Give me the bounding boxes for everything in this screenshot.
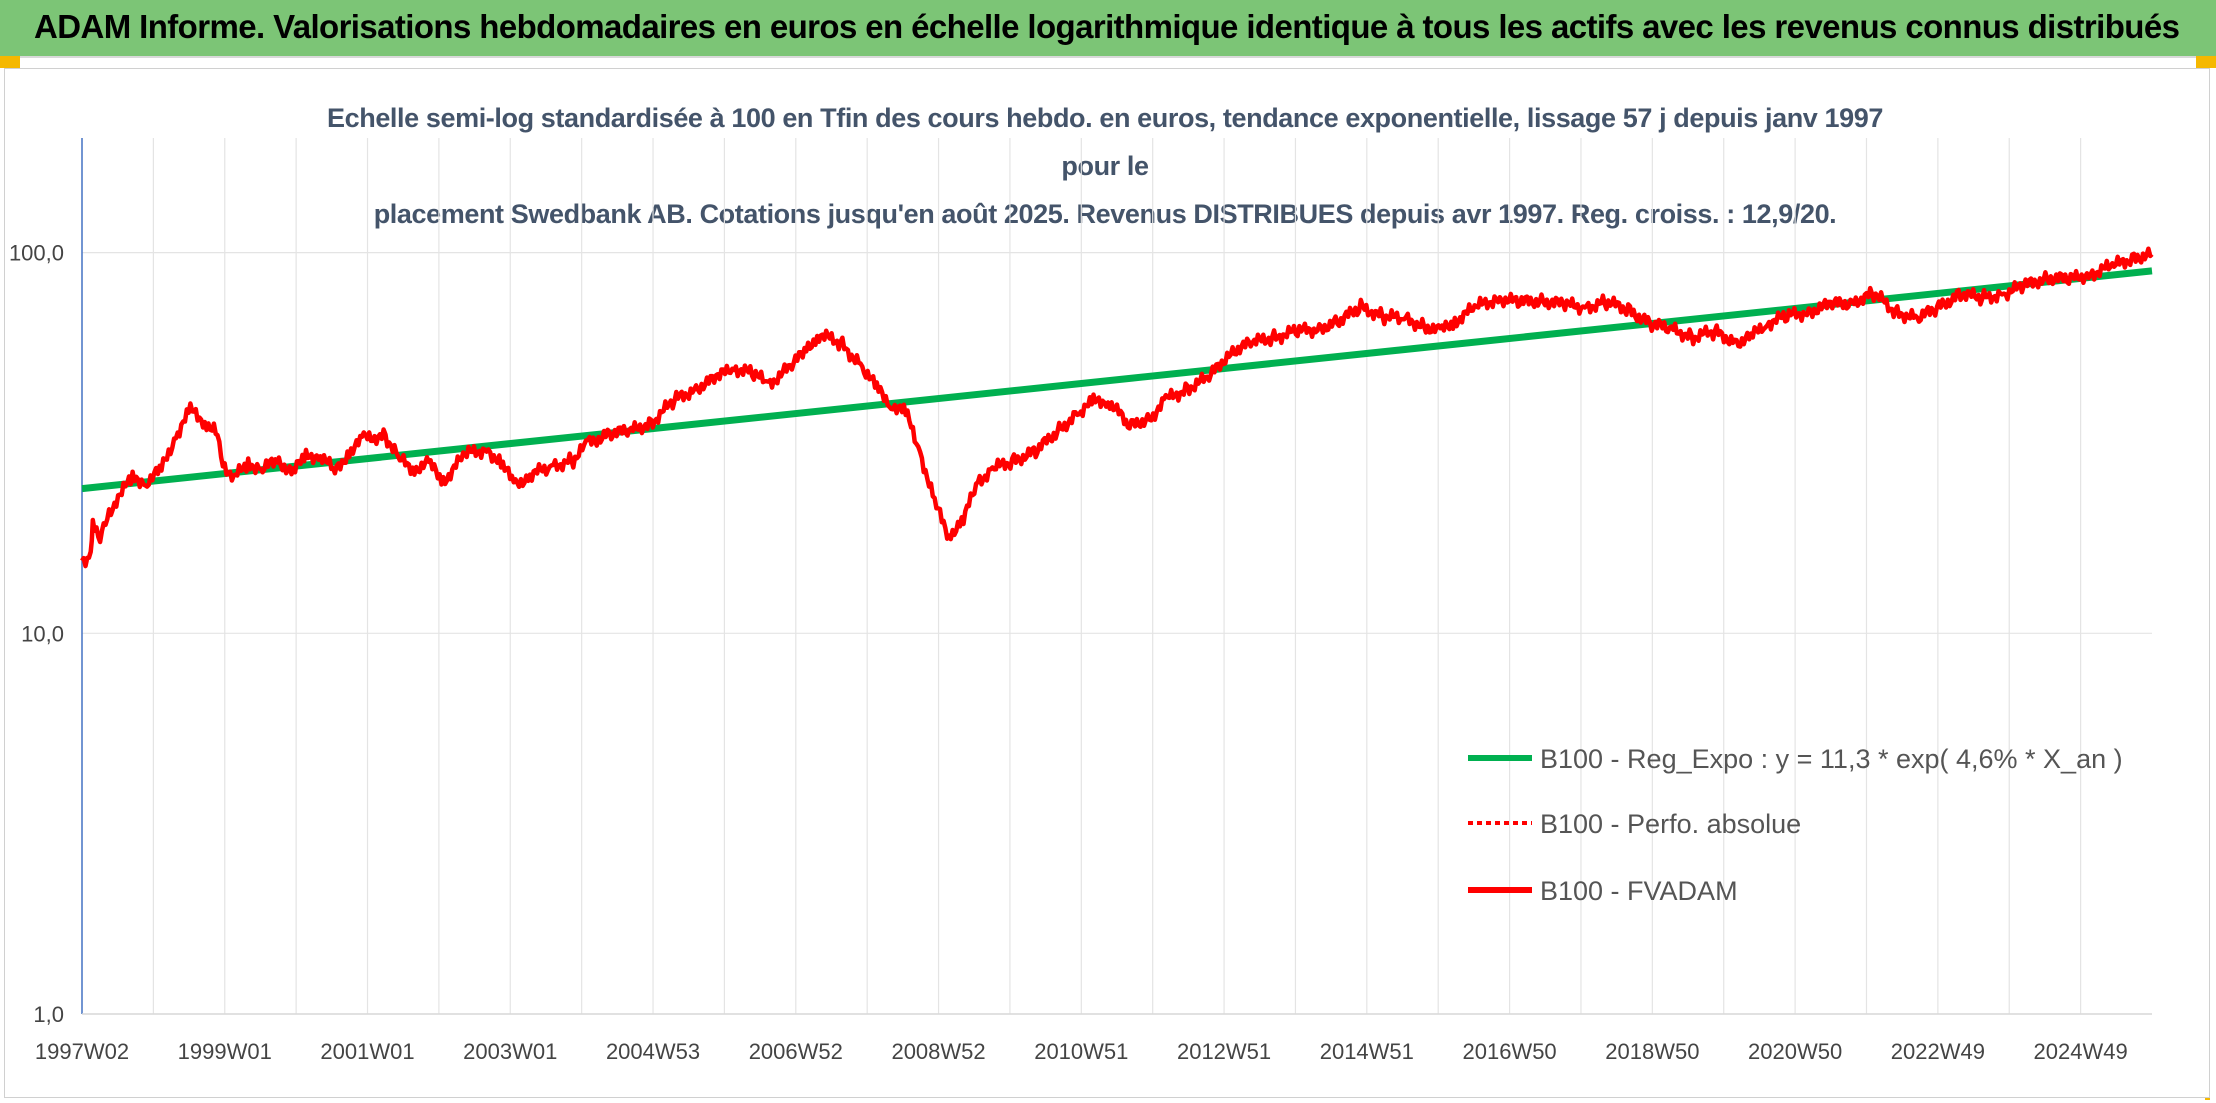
- x-tick-label: 2018W50: [1605, 1039, 1699, 1064]
- x-tick-label: 2006W52: [749, 1039, 843, 1064]
- x-tick-label: 2016W50: [1462, 1039, 1556, 1064]
- chart-subtitle: Echelle semi-log standardisée à 100 en T…: [300, 94, 1910, 238]
- x-tick-label: 2022W49: [1891, 1039, 1985, 1064]
- vertical-gridlines: [152, 138, 2082, 1014]
- legend-label: B100 - Reg_Expo : y = 11,3 * exp( 4,6% *…: [1540, 744, 2123, 774]
- report-title: ADAM Informe. Valorisations hebdomadaire…: [34, 8, 2180, 45]
- y-tick-labels: 1,0 10,0 100,0: [9, 241, 64, 1027]
- chart-legend: B100 - Reg_Expo : y = 11,3 * exp( 4,6% *…: [1468, 744, 2123, 906]
- series-line-fvadam: [80, 246, 2154, 569]
- chart-subtitle-line2: placement Swedbank AB. Cotations jusqu'e…: [373, 199, 1837, 229]
- chart-panel: [4, 68, 2210, 1098]
- x-tick-label: 2012W51: [1177, 1039, 1271, 1064]
- x-tick-label: 2014W51: [1320, 1039, 1414, 1064]
- x-tick-label: 2010W51: [1034, 1039, 1128, 1064]
- y-tick-label: 100,0: [9, 241, 64, 266]
- chart-subtitle-line1: Echelle semi-log standardisée à 100 en T…: [327, 103, 1883, 181]
- y-tick-label: 1,0: [33, 1002, 64, 1027]
- horizontal-gridlines: [82, 252, 2152, 1015]
- legend-label: B100 - FVADAM: [1540, 876, 1738, 906]
- x-tick-label: 1997W02: [35, 1039, 129, 1064]
- right-corner-marker: [2196, 56, 2216, 68]
- x-tick-label: 2003W01: [463, 1039, 557, 1064]
- x-tick-labels: 1997W02 1999W01 2001W01 2003W01 2004W53 2006W…: [35, 1039, 2128, 1064]
- y-tick-label: 10,0: [21, 621, 64, 646]
- x-tick-label: 2008W52: [891, 1039, 985, 1064]
- left-corner-marker: [0, 56, 20, 68]
- x-tick-label: 2001W01: [320, 1039, 414, 1064]
- legend-label: B100 - Perfo. absolue: [1540, 809, 1801, 839]
- x-tick-label: 1999W01: [178, 1039, 272, 1064]
- x-tick-label: 2024W49: [2034, 1039, 2128, 1064]
- report-header-bar: ADAM Informe. Valorisations hebdomadaire…: [0, 0, 2216, 58]
- x-tick-label: 2004W53: [606, 1039, 700, 1064]
- series-lines: [80, 246, 2154, 569]
- x-tick-label: 2020W50: [1748, 1039, 1842, 1064]
